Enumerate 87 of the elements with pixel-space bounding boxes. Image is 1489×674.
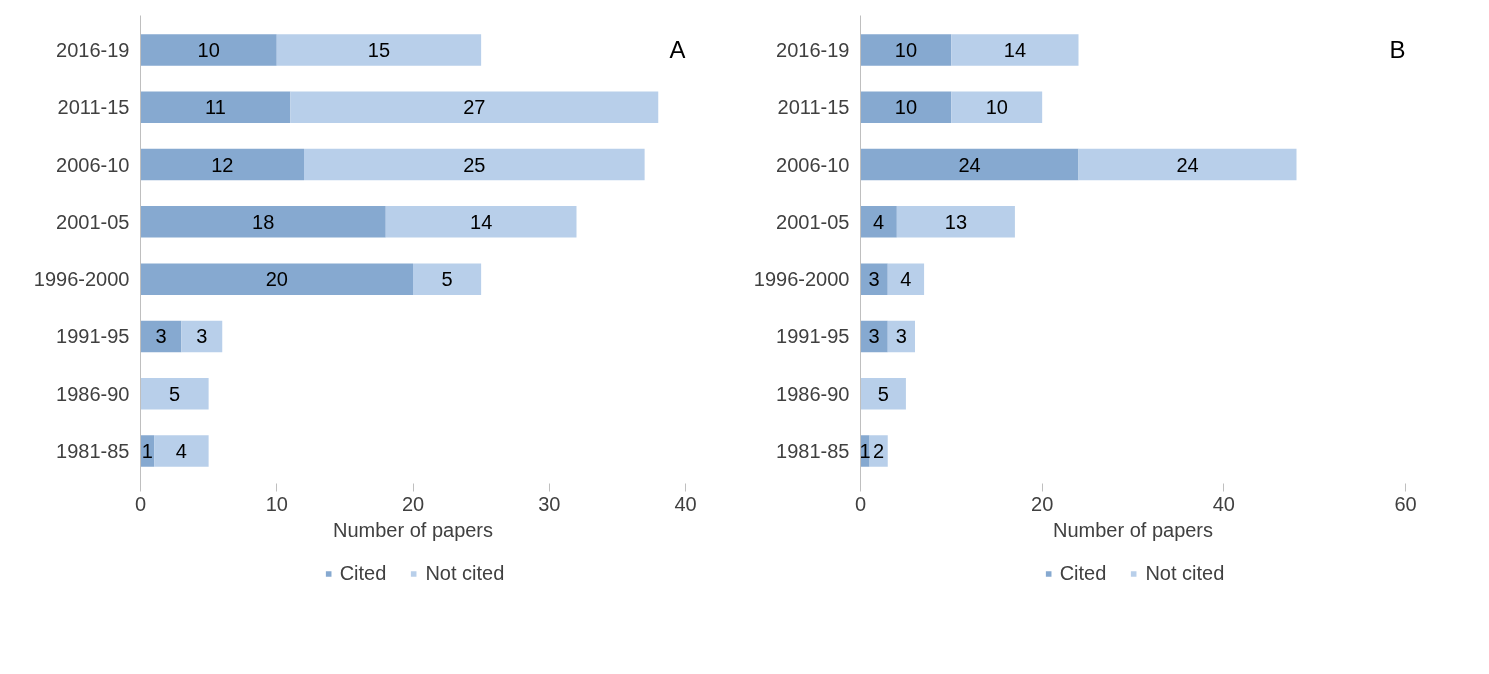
- data-label: 10: [197, 38, 220, 61]
- data-label: 1: [141, 440, 153, 463]
- data-label: 18: [252, 210, 275, 233]
- data-label: 20: [265, 268, 288, 291]
- data-label: 12: [211, 153, 234, 176]
- y-tick-label: 1981-85: [776, 440, 850, 463]
- annotation: A: [669, 36, 686, 64]
- bar: [951, 34, 1079, 66]
- bar: [140, 263, 413, 295]
- data-label: 3: [895, 325, 907, 348]
- bar: [140, 206, 386, 238]
- legend-label: Not cited: [1145, 561, 1225, 585]
- bar: [860, 206, 897, 238]
- data-label: 27: [463, 96, 486, 119]
- x-tick-label: 40: [674, 492, 697, 515]
- data-label: 13: [944, 210, 967, 233]
- bar: [860, 148, 1079, 181]
- annotation: B: [1389, 36, 1406, 64]
- bar: [276, 34, 482, 66]
- bar: [140, 34, 277, 66]
- data-label: 10: [894, 96, 918, 119]
- y-tick-label: 1986-90: [56, 382, 130, 405]
- x-tick-label: 40: [1212, 492, 1235, 515]
- y-tick-label: 1991-95: [56, 325, 130, 348]
- y-tick-label: 1986-90: [776, 382, 850, 405]
- y-tick-label: 2006-10: [776, 153, 850, 176]
- y-tick-label: 2001-05: [56, 210, 130, 233]
- x-tick-label: 0: [854, 492, 867, 515]
- data-label: 4: [873, 210, 885, 233]
- data-label: 5: [877, 382, 889, 405]
- bar: [887, 263, 925, 295]
- x-tick-label: 10: [265, 492, 288, 515]
- bar: [140, 378, 209, 410]
- x-tick-label: 30: [538, 492, 561, 515]
- data-label: 1: [859, 440, 871, 463]
- bar: [951, 91, 1043, 123]
- bar: [896, 206, 1015, 238]
- legend-label: Cited: [339, 561, 387, 585]
- data-label: 11: [205, 96, 226, 119]
- x-tick-label: 60: [1394, 492, 1417, 515]
- y-tick-label: 2011-15: [57, 96, 130, 119]
- y-tick-label: 1996-2000: [33, 268, 130, 291]
- bar: [304, 148, 645, 181]
- y-tick-label: 2016-19: [56, 38, 130, 61]
- data-label: 4: [900, 268, 912, 291]
- y-tick-label: 2011-15: [777, 96, 850, 119]
- bar: [385, 206, 577, 238]
- bar: [140, 148, 304, 181]
- y-tick-label: 2001-05: [776, 210, 850, 233]
- bar: [860, 34, 952, 66]
- x-axis-title: Number of papers: [332, 518, 494, 541]
- data-label: 4: [175, 440, 187, 463]
- data-label: 24: [1176, 153, 1199, 176]
- data-label: 5: [169, 382, 181, 405]
- bar: [290, 91, 659, 123]
- bar: [860, 91, 952, 123]
- data-label: 15: [367, 38, 391, 61]
- bar: [413, 263, 482, 295]
- bar: [154, 435, 209, 467]
- data-label: 25: [463, 153, 486, 176]
- y-tick-label: 1996-2000: [753, 268, 850, 291]
- data-label: 10: [894, 38, 918, 61]
- bar: [860, 263, 888, 295]
- data-label: 10: [985, 96, 1008, 119]
- data-label: 2: [873, 440, 885, 463]
- bar: [860, 378, 906, 410]
- x-tick-label: 0: [134, 492, 147, 515]
- legend-label: Cited: [1059, 561, 1107, 585]
- legend-label: Not cited: [425, 561, 505, 585]
- y-tick-label: 1981-85: [56, 440, 130, 463]
- x-tick-label: 20: [401, 492, 425, 515]
- data-label: 3: [155, 325, 167, 348]
- data-label: 14: [1003, 38, 1027, 61]
- y-tick-label: 2006-10: [56, 153, 130, 176]
- y-tick-label: 2016-19: [776, 38, 850, 61]
- bar: [140, 91, 291, 123]
- data-label: 3: [868, 268, 880, 291]
- data-label: 3: [196, 325, 208, 348]
- x-tick-label: 20: [1031, 492, 1054, 515]
- bar: [1078, 148, 1297, 181]
- data-label: 24: [958, 153, 981, 176]
- data-label: 3: [868, 325, 880, 348]
- data-label: 5: [441, 268, 453, 291]
- y-tick-label: 1991-95: [776, 325, 850, 348]
- data-label: 14: [470, 210, 493, 233]
- bar: [181, 320, 223, 353]
- x-axis-title: Number of papers: [1052, 518, 1214, 541]
